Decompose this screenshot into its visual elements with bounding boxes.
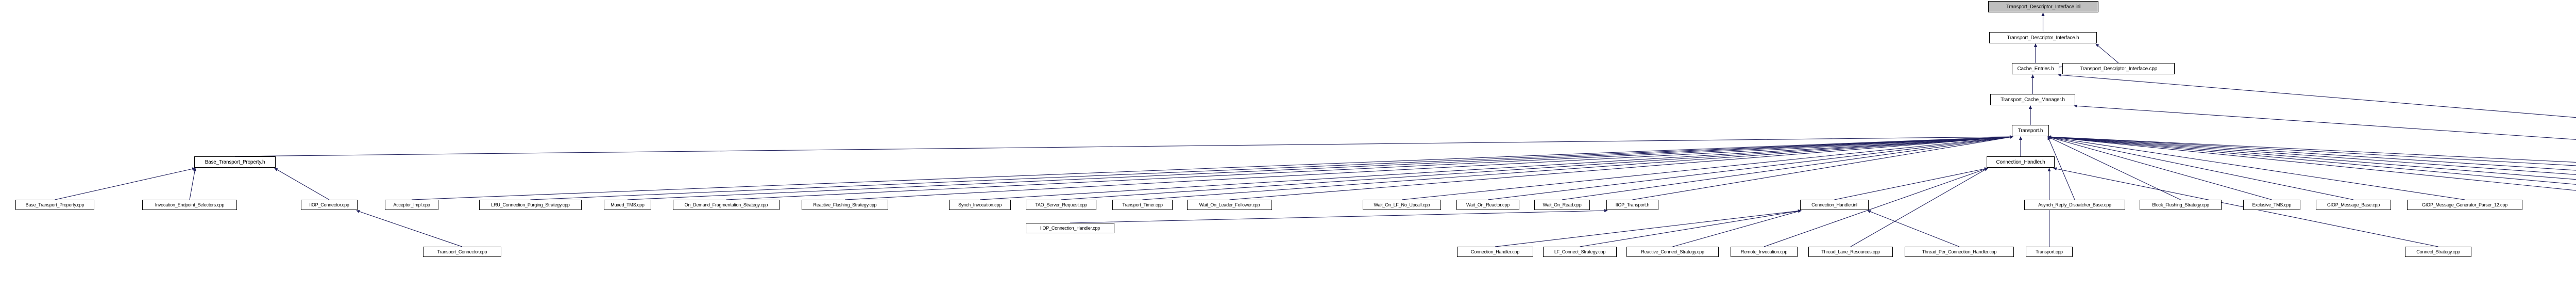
graph-edge: [2058, 73, 2576, 118]
graph-node[interactable]: Wait_On_LF_No_Upcall.cpp: [1363, 200, 1441, 210]
graph-node[interactable]: Muxed_TMS.cpp: [604, 200, 651, 210]
graph-node[interactable]: LF_Connect_Strategy.cpp: [1543, 247, 1617, 257]
graph-node[interactable]: Wait_On_Read.cpp: [1534, 200, 1590, 210]
graph-node[interactable]: Block_Flushing_Strategy.cpp: [2140, 200, 2222, 210]
graph-node[interactable]: Invocation_Endpoint_Selectors.cpp: [142, 200, 237, 210]
graph-edge: [2047, 136, 2075, 200]
graph-node[interactable]: Connection_Handler.inl: [1800, 200, 1869, 210]
graph-node[interactable]: TAO_Server_Request.cpp: [1026, 200, 1096, 210]
graph-edge: [2047, 135, 2576, 185]
graph-edge: [1672, 210, 1802, 247]
graph-edge: [55, 167, 196, 200]
graph-node[interactable]: IIOP_Transport.h: [1606, 200, 1658, 210]
graph-edge: [1562, 135, 2013, 200]
graph-edge: [1632, 136, 2013, 200]
graph-node[interactable]: Thread_Lane_Resources.cpp: [1808, 247, 1893, 257]
graph-edge: [1229, 135, 2013, 200]
graph-node[interactable]: LRU_Connection_Purging_Strategy.cpp: [479, 200, 582, 210]
graph-node[interactable]: Transport_Descriptor_Interface.cpp: [2062, 63, 2175, 74]
graph-node[interactable]: Connect_Strategy.cpp: [2405, 247, 2471, 257]
graph-edge: [1061, 135, 2013, 200]
graph-node[interactable]: Transport.cpp: [2026, 247, 2073, 257]
graph-node[interactable]: Transport.h: [2012, 125, 2049, 136]
graph-edge: [1070, 209, 1608, 223]
graph-edge: [844, 135, 2013, 200]
graph-edge: [2047, 135, 2465, 200]
graph-node[interactable]: Connection_Handler.h: [1987, 156, 2055, 168]
graph-edge: [234, 135, 2013, 157]
graph-node[interactable]: Acceptor_Impl.cpp: [385, 200, 438, 210]
graph-edge: [356, 210, 463, 247]
graph-edge: [2074, 104, 2576, 140]
graph-edge: [411, 135, 2013, 200]
graph-edge: [1850, 168, 1988, 247]
graph-edge: [1867, 210, 1960, 247]
graph-edge: [1580, 210, 1802, 247]
graph-node[interactable]: Reactive_Connect_Strategy.cpp: [1626, 247, 1719, 257]
graph-node[interactable]: Wait_On_Reactor.cpp: [1456, 200, 1519, 210]
graph-edge: [1834, 167, 1988, 200]
graph-edge: [2047, 135, 2576, 191]
graph-edge: [726, 135, 2013, 200]
graph-edge: [2047, 135, 2576, 166]
graph-edge: [530, 135, 2013, 200]
graph-node[interactable]: On_Demand_Fragmentation_Strategy.cpp: [673, 200, 779, 210]
graph-edge: [1487, 135, 2013, 200]
graph-edge: [2047, 136, 2272, 200]
graph-node[interactable]: Connection_Handler.cpp: [1457, 247, 1533, 257]
graph-edge: [189, 168, 196, 200]
graph-edge: [2095, 43, 2119, 63]
graph-edge: [2047, 135, 2576, 175]
graph-node[interactable]: Reactive_Flushing_Strategy.cpp: [802, 200, 888, 210]
graph-node[interactable]: Base_Transport_Property.h: [194, 156, 276, 168]
graph-edge: [979, 135, 2013, 200]
graph-node[interactable]: IIOP_Connector.cpp: [301, 200, 358, 210]
graph-node[interactable]: Synch_Invocation.cpp: [949, 200, 1011, 210]
graph-node[interactable]: Transport_Descriptor_Interface.h: [1989, 32, 2097, 43]
graph-node[interactable]: Transport_Connector.cpp: [423, 247, 501, 257]
graph-node[interactable]: Transport_Descriptor_Interface.inl: [1988, 1, 2098, 12]
graph-edge: [2047, 136, 2181, 200]
graph-node[interactable]: GIOP_Message_Base.cpp: [2316, 200, 2391, 210]
graph-edge: [2047, 136, 2354, 200]
graph-edge: [1495, 209, 1802, 247]
graph-node[interactable]: Cache_Entries.h: [2012, 63, 2059, 74]
graph-edge: [2047, 135, 2576, 180]
graph-edge: [274, 168, 330, 200]
graph-node[interactable]: Asynch_Reply_Dispatcher_Base.cpp: [2024, 200, 2125, 210]
graph-edge: [1764, 168, 1988, 247]
graph-node[interactable]: Exclusive_TMS.cpp: [2243, 200, 2300, 210]
graph-node[interactable]: Transport_Cache_Manager.h: [1990, 94, 2075, 105]
graph-edge: [2047, 135, 2576, 163]
graph-node[interactable]: Wait_On_Leader_Follower.cpp: [1187, 200, 1272, 210]
graph-edge: [627, 135, 2013, 200]
graph-edge: [1142, 135, 2013, 200]
graph-node[interactable]: IIOP_Connection_Handler.cpp: [1026, 223, 1114, 233]
graph-node[interactable]: Thread_Per_Connection_Handler.cpp: [1905, 247, 2014, 257]
graph-edge: [2047, 135, 2576, 171]
graph-node[interactable]: Remote_Invocation.cpp: [1731, 247, 1798, 257]
graph-node[interactable]: Transport_Timer.cpp: [1112, 200, 1173, 210]
graph-node[interactable]: Base_Transport_Property.cpp: [15, 200, 94, 210]
graph-edge: [1401, 135, 2013, 200]
graph-node[interactable]: GIOP_Message_Generator_Parser_12.cpp: [2407, 200, 2522, 210]
